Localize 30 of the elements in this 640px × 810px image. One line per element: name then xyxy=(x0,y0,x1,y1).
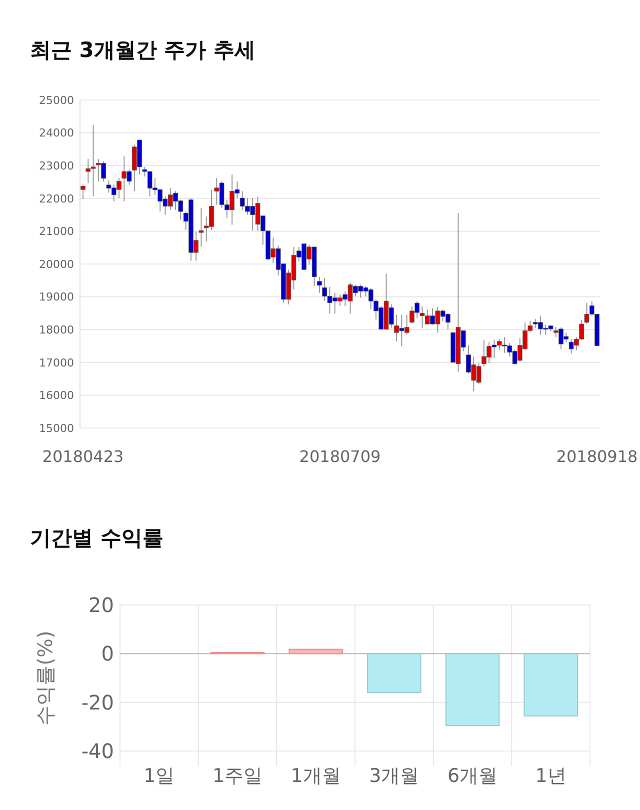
x-tick-label: 3개월 xyxy=(369,765,420,787)
y-tick-label: 17000 xyxy=(39,356,74,370)
y-axis-title: 수익률(%) xyxy=(33,630,57,726)
candlestick xyxy=(80,184,86,200)
y-tick-label: 19000 xyxy=(39,290,74,304)
x-tick-label: 1주일 xyxy=(212,765,263,787)
y-tick-label: -20 xyxy=(81,690,114,714)
y-tick-label: 21000 xyxy=(39,225,74,238)
y-tick-label: 20000 xyxy=(39,258,74,271)
x-tick-label: 20180423 xyxy=(42,447,124,466)
x-tick-label: 1년 xyxy=(535,765,566,787)
x-tick-label: 20180709 xyxy=(299,447,381,466)
y-tick-label: 0 xyxy=(101,642,114,666)
x-tick-label: 6개월 xyxy=(447,765,498,787)
y-tick-label: 16000 xyxy=(39,389,74,402)
x-tick-label: 1개월 xyxy=(290,765,341,787)
candlestick xyxy=(317,276,322,294)
y-tick-label: 24000 xyxy=(39,126,74,140)
y-tick-label: 23000 xyxy=(39,159,74,172)
x-tick-label: 20180918 xyxy=(556,447,638,466)
y-tick-label: 22000 xyxy=(39,192,74,206)
y-tick-label: -40 xyxy=(81,739,114,763)
y-tick-label: 20 xyxy=(88,593,114,617)
chart-title: 최근 3개월간 주가 추세 xyxy=(30,38,256,62)
y-tick-label: 15000 xyxy=(39,422,74,435)
x-tick-label: 1일 xyxy=(144,765,175,787)
chart-title: 기간별 수익률 xyxy=(30,526,164,550)
candlestick xyxy=(198,207,204,248)
y-tick-label: 18000 xyxy=(39,323,74,336)
y-tick-label: 25000 xyxy=(39,94,74,107)
